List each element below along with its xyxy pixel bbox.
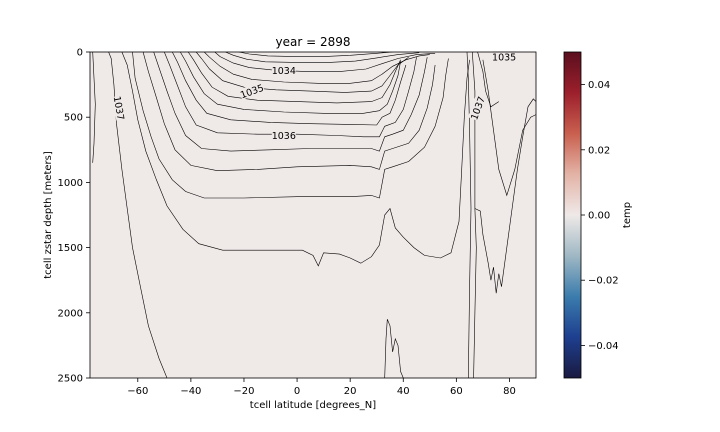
contour-line-6 (172, 52, 407, 126)
colorbar-tick-label-4: −0.04 (588, 341, 619, 352)
contour-line-7 (180, 52, 401, 114)
x-axis-ticks: −60 −40 −20 0 20 40 60 80 (127, 378, 516, 397)
x-tick-label-4: 20 (344, 386, 357, 397)
contour-line-17 (92, 52, 96, 163)
contour-line-12 (225, 52, 420, 63)
y-tick-label-0: 0 (77, 48, 83, 59)
plot-area (90, 52, 536, 378)
colorbar-tick-label-1: 0.02 (588, 145, 610, 156)
contour-line-3 (142, 52, 436, 172)
x-tick-label-5: 40 (397, 386, 410, 397)
contour-label-0: 1034 (272, 66, 296, 77)
colorbar (563, 51, 582, 379)
contour-line-16 (477, 52, 499, 108)
x-tick-label-6: 60 (450, 386, 463, 397)
contour-label-bg-4 (467, 94, 487, 122)
contour-label-bg-0 (271, 64, 296, 76)
colorbar-label: temp (622, 202, 633, 228)
contour-line-4 (153, 52, 428, 152)
y-tick-label-4: 2000 (58, 308, 83, 319)
contour-label-bg-1 (238, 81, 265, 100)
contour-label-3: 1037 (111, 95, 126, 121)
contour-line-9 (195, 52, 409, 93)
x-tick-label-2: −20 (233, 386, 254, 397)
x-tick-label-7: 80 (503, 386, 516, 397)
contour-label-bg-2 (271, 129, 296, 141)
x-tick-label-1: −40 (180, 386, 201, 397)
y-tick-label-2: 1000 (58, 178, 83, 189)
colorbar-tick-label-3: −0.02 (588, 276, 619, 287)
x-axis-label: tcell latitude [degrees_N] (250, 400, 376, 411)
contour-lines (92, 52, 536, 378)
contour-line-8 (187, 52, 401, 104)
x-tick-label-0: −60 (127, 386, 148, 397)
y-tick-label-1: 500 (64, 113, 83, 124)
contour-label-bg-3 (112, 95, 128, 121)
contour-line-18 (474, 98, 536, 294)
y-tick-label-5: 2500 (58, 374, 83, 385)
contour-line-20 (384, 319, 404, 378)
colorbar-ticks: 0.04 0.02 0.00 −0.02 −0.04 (581, 80, 619, 352)
contour-line-5 (164, 52, 417, 138)
y-axis-ticks: 0 500 1000 1500 2000 2500 (58, 48, 90, 385)
contour-line-13 (238, 52, 393, 57)
x-tick-label-3: 0 (294, 386, 300, 397)
y-axis-label: tcell zstar depth [meters] (43, 151, 54, 279)
colorbar-tick-label-0: 0.04 (588, 80, 610, 91)
contour-line-1 (121, 52, 470, 267)
contour-label-bg-5 (492, 51, 517, 63)
chart-title: year = 2898 (276, 35, 351, 49)
colorbar-tick-label-2: 0.00 (588, 211, 610, 222)
contour-line-11 (214, 52, 436, 72)
contour-line-10 (203, 52, 430, 84)
y-tick-label-3: 1500 (58, 243, 83, 254)
plot-frame (89, 51, 537, 379)
contour-line-0 (108, 52, 168, 378)
contour-line-19 (482, 59, 536, 197)
contour-label-2: 1036 (272, 131, 296, 142)
contour-line-2 (132, 52, 449, 199)
contour-label-5: 1035 (492, 53, 516, 64)
contour-line-14 (466, 52, 472, 378)
